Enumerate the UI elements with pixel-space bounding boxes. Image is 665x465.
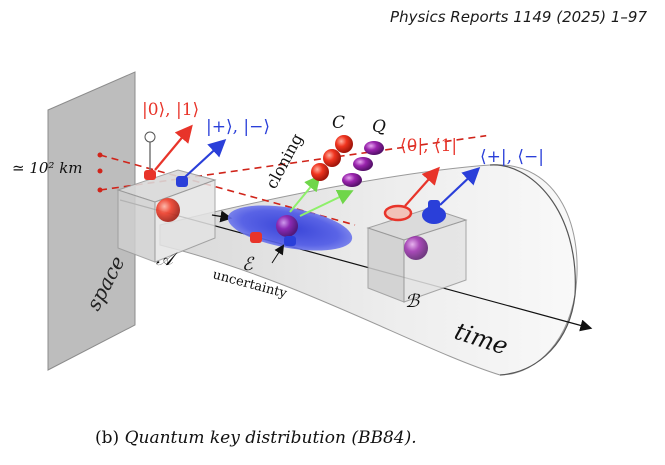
marker-dot-1 [97, 152, 103, 158]
marker-dot-3 [97, 187, 103, 193]
clone-q-ellipsoid-3 [364, 141, 384, 155]
caption-tag: (b) [95, 428, 120, 448]
node-a-label: 𝒜 [156, 249, 178, 270]
caption-text: Quantum key distribution (BB84). [124, 428, 417, 448]
alice-x-arrow [184, 139, 227, 178]
cloud-sphere [276, 215, 298, 237]
copy-c-label: C [332, 113, 345, 133]
clone-q-ellipsoid-2 [353, 157, 373, 171]
bob-blue-detector [422, 206, 446, 224]
bob-x-basis-label: ⟨+|, ⟨−| [480, 147, 544, 167]
clone-c-sphere-2 [323, 149, 341, 167]
cloning-arrow-red [289, 174, 321, 213]
bob-z-arrow [404, 166, 440, 207]
alice-x-basis-label: |+⟩, |−⟩ [206, 117, 270, 137]
cone-rim [489, 164, 576, 376]
clone-c-sphere-3 [335, 135, 353, 153]
alice-z-arrow [154, 124, 193, 171]
alice-probe-head [144, 131, 156, 143]
alice-sphere [156, 198, 180, 222]
clone-c-sphere-1 [311, 163, 329, 181]
bob-sphere [404, 236, 428, 260]
eavesdropper-label: ℰ [242, 254, 255, 275]
node-b-label: ℬ [405, 291, 421, 312]
cloning-arrow-purple [299, 189, 354, 217]
marker-dot-2 [97, 168, 103, 174]
distance-label: ≃ 10² km [12, 159, 83, 177]
journal-reference: Physics Reports 1149 (2025) 1–97 [390, 8, 647, 26]
bob-z-basis-label: ⟨0|, ⟨1| [400, 136, 457, 156]
alice-red-cylinder [144, 170, 156, 180]
cloning-label: cloning [262, 130, 307, 192]
eve-red-cylinder [250, 232, 262, 243]
copy-q-label: Q [372, 117, 386, 137]
bb84-figure: ≃ 10² km space time 𝒜 ℬ ℰ uncertainty cl… [12, 71, 593, 376]
uncertainty-pointer [271, 244, 285, 264]
bob-x-arrow [439, 166, 481, 206]
figure-caption: (b) Quantum key distribution (BB84). [95, 428, 417, 448]
bob-red-detector [383, 204, 413, 222]
bob-blue-cap [428, 200, 440, 210]
a-to-cloud-arrow [211, 210, 233, 223]
space-plane [47, 71, 136, 371]
alice-z-basis-label: |0⟩, |1⟩ [142, 100, 199, 120]
clone-q-ellipsoid-1 [342, 173, 362, 187]
alice-blue-cylinder [176, 176, 188, 187]
eve-blue-cylinder [284, 236, 296, 246]
